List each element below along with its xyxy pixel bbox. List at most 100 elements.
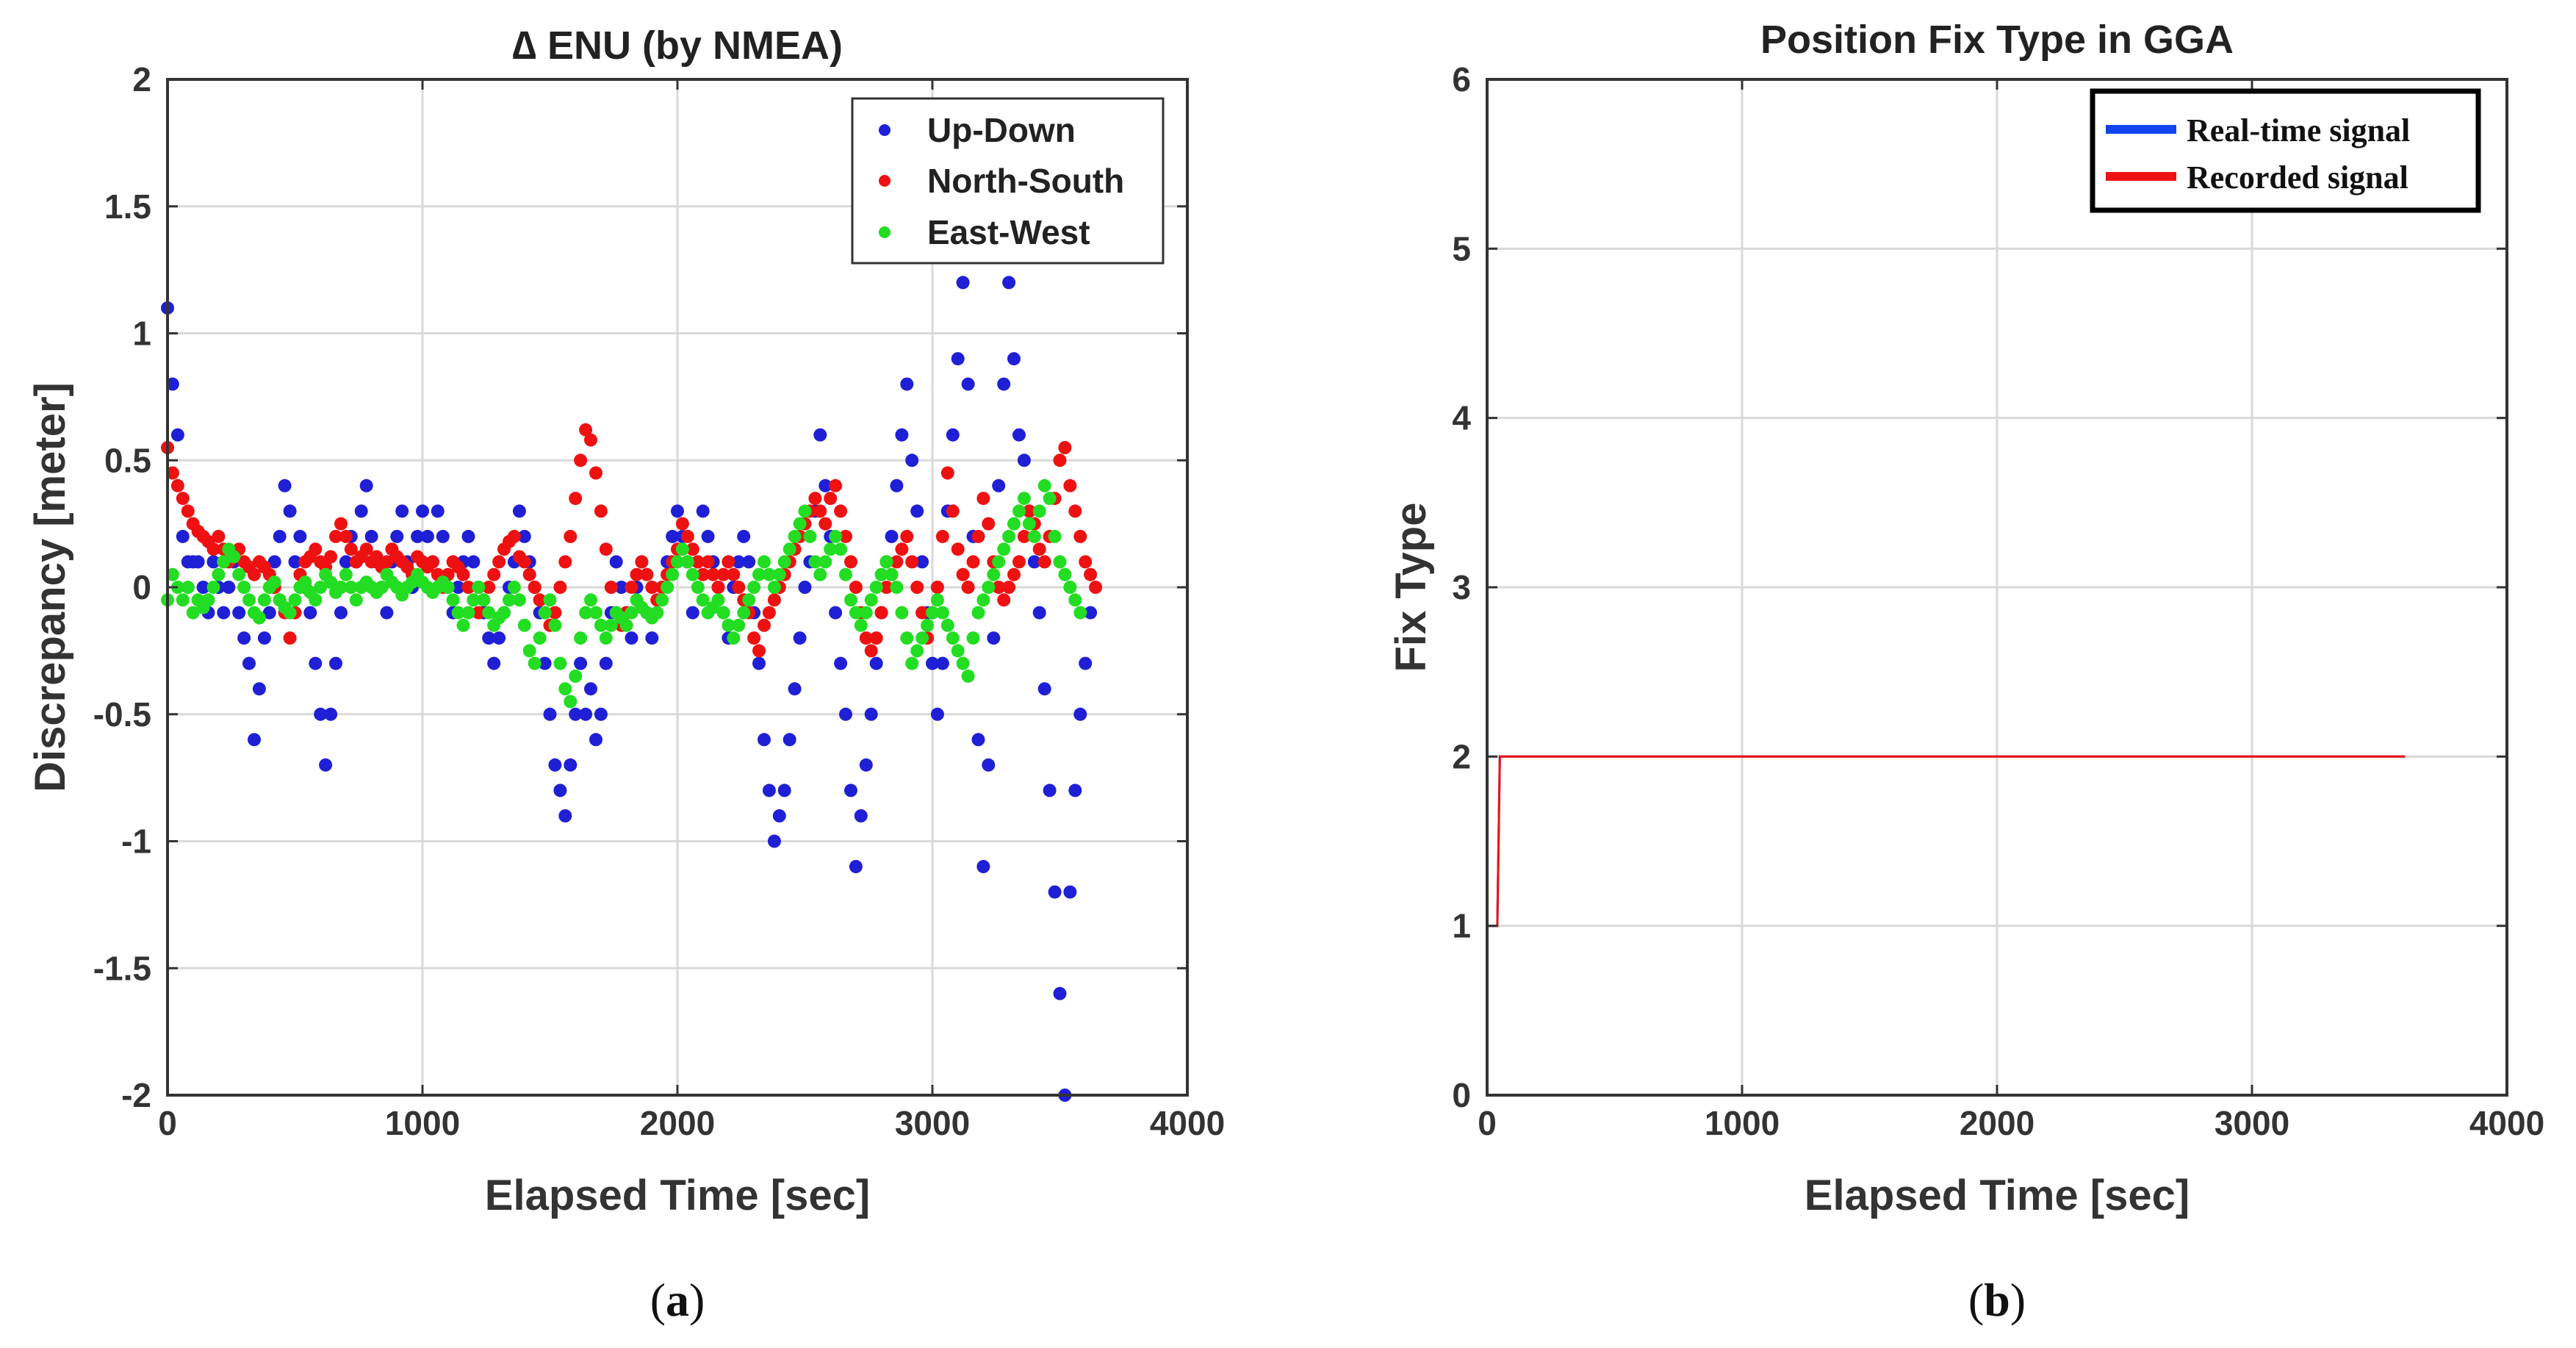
point-north-south-17 — [248, 567, 261, 581]
point-north-south-78 — [558, 555, 572, 569]
point-north-south-92 — [630, 567, 644, 581]
caption-a: (a) — [650, 1274, 705, 1326]
point-up-down-164 — [997, 377, 1011, 391]
point-north-south-182 — [1089, 581, 1103, 594]
point-east-west-170 — [1027, 529, 1041, 543]
xlabel-b: Elapsed Time [sec] — [1805, 1172, 2190, 1219]
point-up-down-133 — [839, 707, 852, 721]
point-north-south-144 — [895, 542, 909, 556]
point-east-west-42 — [375, 581, 389, 594]
point-east-west-4 — [181, 581, 195, 594]
point-up-down-132 — [834, 656, 848, 670]
point-north-south-127 — [808, 492, 822, 506]
point-up-down-119 — [767, 834, 781, 848]
point-up-down-22 — [273, 529, 287, 543]
legend-a-label-up-down: Up-Down — [927, 111, 1076, 149]
point-up-down-78 — [558, 809, 572, 822]
point-up-down-125 — [798, 581, 812, 594]
ytick-label-b-4: 4 — [1452, 399, 1471, 437]
point-north-south-146 — [905, 555, 919, 569]
point-east-west-63 — [482, 606, 496, 620]
point-east-west-109 — [716, 606, 730, 620]
point-east-west-152 — [935, 606, 949, 620]
point-east-west-123 — [788, 529, 802, 543]
point-east-west-71 — [522, 644, 536, 658]
point-north-south-73 — [533, 593, 547, 607]
point-east-west-87 — [604, 618, 618, 632]
point-east-west-91 — [625, 606, 638, 620]
point-east-west-132 — [834, 542, 848, 556]
legend-a-box — [851, 97, 1165, 265]
point-east-west-149 — [921, 618, 935, 632]
point-east-west-69 — [512, 593, 526, 607]
point-north-south-152 — [935, 529, 949, 543]
point-up-down-49 — [411, 529, 425, 543]
point-east-west-147 — [910, 644, 924, 658]
xlabel-a: Elapsed Time [sec] — [485, 1172, 870, 1219]
point-east-west-174 — [1048, 529, 1062, 543]
point-north-south-143 — [890, 555, 904, 569]
point-east-west-30 — [314, 581, 328, 594]
point-up-down-162 — [987, 631, 1001, 645]
point-up-down-145 — [900, 377, 914, 391]
point-east-west-146 — [905, 656, 919, 670]
xtick-label-a-3: 3000 — [895, 1104, 970, 1142]
point-up-down-57 — [451, 581, 465, 594]
point-east-west-59 — [461, 606, 475, 620]
legend-a-label-east-west: East-West — [927, 213, 1090, 251]
ytick-label-a-8: 2 — [132, 60, 151, 98]
point-up-down-51 — [420, 529, 434, 543]
ytick-label-a-4: 0 — [132, 568, 151, 606]
point-east-west-105 — [696, 593, 710, 607]
point-east-west-78 — [558, 682, 572, 696]
point-up-down-84 — [589, 733, 602, 747]
point-east-west-70 — [517, 618, 531, 632]
point-up-down-69 — [512, 504, 526, 518]
point-north-south-84 — [589, 466, 602, 480]
point-north-south-33 — [329, 529, 342, 543]
xtick-label-a-0: 0 — [158, 1104, 177, 1142]
xtick-label-b-2: 2000 — [1960, 1104, 2034, 1142]
ytick-label-a-6: 1 — [132, 315, 151, 353]
point-east-west-13 — [227, 550, 241, 564]
xtick-label-b-1: 1000 — [1705, 1104, 1780, 1142]
point-north-south-64 — [487, 567, 501, 581]
point-up-down-54 — [436, 529, 450, 543]
ytick-label-b-3: 3 — [1452, 568, 1471, 606]
point-north-south-137 — [859, 631, 873, 645]
point-east-west-83 — [584, 593, 597, 607]
point-east-west-125 — [798, 504, 812, 518]
point-up-down-155 — [951, 352, 965, 366]
point-east-west-37 — [349, 593, 363, 607]
point-north-south-156 — [956, 567, 970, 581]
point-north-south-2 — [170, 478, 184, 492]
point-east-west-10 — [212, 567, 226, 581]
point-up-down-14 — [232, 606, 246, 620]
point-up-down-89 — [614, 581, 628, 594]
ytick-label-b-2: 2 — [1452, 737, 1471, 775]
point-north-south-103 — [686, 542, 699, 556]
point-east-west-166 — [1007, 517, 1021, 531]
point-up-down-3 — [176, 529, 190, 543]
point-north-south-166 — [1007, 567, 1021, 581]
point-north-south-4 — [181, 504, 195, 518]
point-up-down-40 — [364, 529, 378, 543]
point-north-south-39 — [359, 542, 373, 556]
point-up-down-65 — [492, 631, 506, 645]
point-up-down-116 — [752, 656, 766, 670]
point-east-west-19 — [257, 593, 271, 607]
point-north-south-108 — [711, 581, 725, 594]
ytick-label-b-1: 1 — [1452, 907, 1471, 945]
point-east-west-115 — [747, 581, 761, 594]
point-north-south-34 — [334, 517, 348, 531]
point-up-down-82 — [579, 707, 593, 721]
point-east-west-158 — [966, 631, 980, 645]
point-east-west-35 — [339, 567, 353, 581]
point-east-west-96 — [650, 606, 664, 620]
point-east-west-173 — [1043, 492, 1057, 506]
point-north-south-131 — [829, 478, 843, 492]
point-east-west-110 — [722, 618, 735, 632]
point-east-west-153 — [940, 618, 954, 632]
point-north-south-179 — [1073, 529, 1087, 543]
point-east-west-139 — [869, 581, 883, 594]
